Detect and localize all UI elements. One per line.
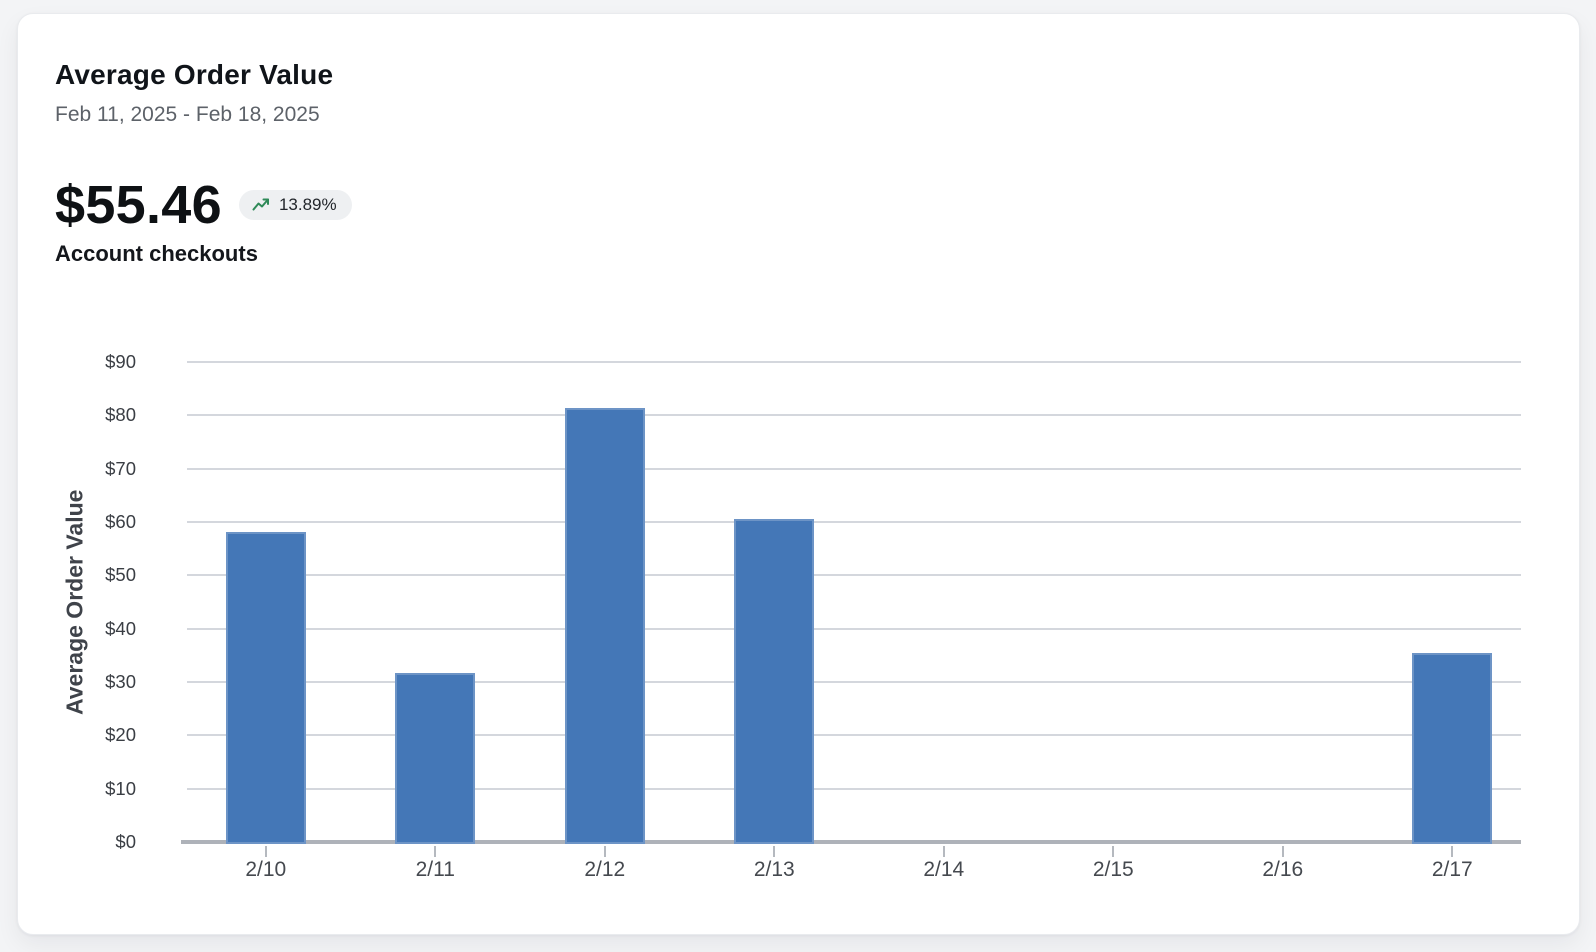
trending-up-icon [251,195,271,215]
y-tick-label: $90 [105,351,136,372]
card-title: Average Order Value [55,59,334,90]
bar-slot [520,362,690,844]
y-tick-label: $40 [105,617,136,639]
bar-slot [690,362,860,844]
x-tick-mark [603,846,606,857]
gridline [187,627,1521,630]
trend-badge-value: 13.89% [278,195,337,214]
x-tick-mark [1112,846,1115,857]
y-tick-label: $60 [105,511,136,533]
y-tick-label: $20 [105,724,136,746]
gridline [187,574,1521,577]
gridline [187,734,1521,737]
bar [225,531,306,844]
x-tick-mark [264,846,267,857]
x-axis-label: 2/13 [753,858,795,881]
y-tick-label: $50 [105,564,136,586]
y-tick-label: $0 [115,831,136,852]
bar-slot [859,362,1029,842]
x-axis-label: 2/17 [1431,858,1473,881]
x-tick-mark [1281,846,1284,857]
gridline [187,467,1521,470]
x-axis-labels: 2/10 2/11 2/12 2/13 2/14 2/15 2/16 2/17 [181,856,1537,884]
y-axis-ticks: $0 $10 $20 $30 $40 $50 $60 $70 $80 $90 [68,351,136,852]
bar [1412,652,1493,844]
bar-slot [1198,362,1368,842]
metric-label: Account checkouts [55,241,258,266]
y-tick-label: $10 [105,777,136,799]
bars-row [181,362,1538,844]
bar [564,408,645,844]
bar [395,673,476,844]
card-header: Average Order Value Feb 11, 2025 - Feb 1… [55,58,333,128]
x-axis-label: 2/12 [584,858,626,881]
x-axis-label: 2/15 [1092,858,1134,881]
bar-slot [1029,362,1199,842]
bar-slot [1368,362,1538,844]
x-tick-mark [1451,846,1454,857]
gridline [187,414,1521,417]
trend-badge: 13.89% [238,190,352,220]
metric-value: $55.46 [55,175,222,235]
gridline [187,361,1521,363]
y-tick-label: $80 [105,404,136,426]
x-axis-label: 2/11 [415,858,455,881]
x-tick-mark [434,846,437,857]
x-tick-mark [942,846,945,857]
bar-slot [351,362,521,844]
x-tick-mark [773,846,776,857]
bar [734,519,815,844]
x-axis-label: 2/14 [923,858,965,881]
gridline [187,681,1521,684]
y-tick-label: $70 [105,457,136,479]
x-axis-tick-marks [181,846,1537,858]
x-axis-label: 2/10 [245,858,287,881]
metric-card: Average Order Value Feb 11, 2025 - Feb 1… [17,13,1580,935]
bar-slot [181,362,351,844]
gridline [187,787,1521,790]
date-range: Feb 11, 2025 - Feb 18, 2025 [55,103,320,126]
x-axis-label: 2/16 [1262,858,1304,881]
metric-row: $55.46 13.89% [55,177,352,233]
plot-area [181,361,1521,844]
y-tick-label: $30 [105,671,136,693]
x-axis-line [181,840,1521,844]
gridline [187,521,1521,524]
